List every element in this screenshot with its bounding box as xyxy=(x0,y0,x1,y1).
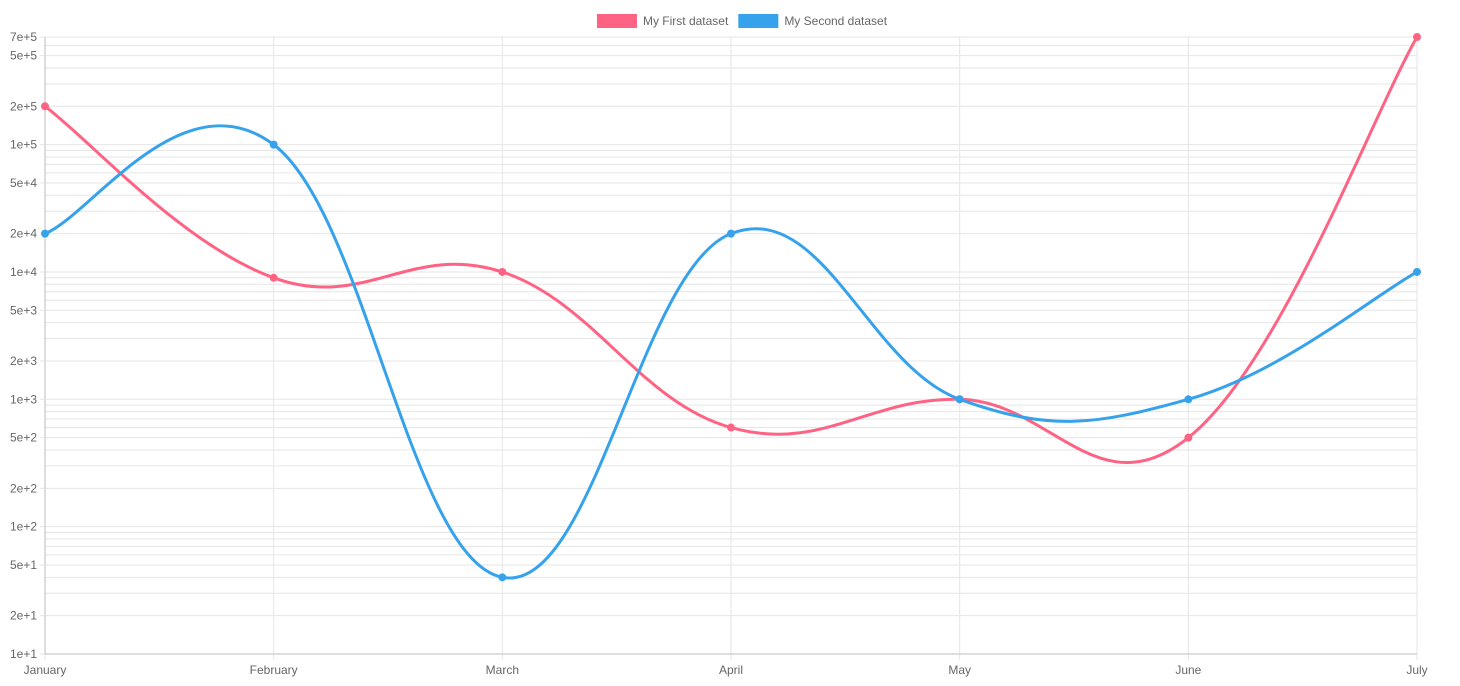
legend-item[interactable]: My First dataset xyxy=(597,14,729,28)
x-axis-ticks: January February March April May June July xyxy=(24,663,1428,677)
data-point[interactable] xyxy=(270,141,277,148)
y-tick-label: 1e+3 xyxy=(10,392,37,406)
x-tick-label: June xyxy=(1175,663,1201,677)
y-tick-label: 1e+5 xyxy=(10,138,37,152)
y-tick-label: 2e+1 xyxy=(10,609,37,623)
legend-label: My Second dataset xyxy=(784,14,887,28)
data-point[interactable] xyxy=(728,230,735,237)
y-tick-label: 2e+3 xyxy=(10,354,37,368)
legend-swatch xyxy=(597,14,637,28)
legend: My First dataset My Second dataset xyxy=(597,14,888,28)
y-tick-label: 1e+2 xyxy=(10,520,37,534)
x-tick-label: April xyxy=(719,663,743,677)
x-tick-label: March xyxy=(486,663,519,677)
data-point[interactable] xyxy=(1185,434,1192,441)
y-tick-label: 5e+1 xyxy=(10,558,37,572)
x-tick-label: May xyxy=(948,663,971,677)
y-axis-ticks: 1e+1 2e+1 5e+1 1e+2 2e+2 5e+2 1e+3 2e+3 5e+3 1e+4… xyxy=(10,30,45,661)
y-tick-label: 1e+1 xyxy=(10,647,37,661)
data-point[interactable] xyxy=(499,574,506,581)
y-tick-label: 2e+4 xyxy=(10,227,37,241)
data-point[interactable] xyxy=(1414,34,1421,41)
y-tick-label: 1e+4 xyxy=(10,265,37,279)
y-tick-label: 2e+5 xyxy=(10,99,37,113)
y-tick-label: 5e+2 xyxy=(10,431,37,445)
x-tick-label: February xyxy=(250,663,298,677)
legend-label: My First dataset xyxy=(643,14,729,28)
data-point[interactable] xyxy=(956,396,963,403)
data-point[interactable] xyxy=(1414,268,1421,275)
data-point[interactable] xyxy=(499,268,506,275)
y-tick-label: 7e+5 xyxy=(10,30,37,44)
x-tick-label: July xyxy=(1406,663,1427,677)
data-point[interactable] xyxy=(42,230,49,237)
legend-item[interactable]: My Second dataset xyxy=(738,14,887,28)
y-tick-label: 5e+5 xyxy=(10,49,37,63)
data-point[interactable] xyxy=(728,424,735,431)
y-tick-label: 5e+4 xyxy=(10,176,37,190)
data-point[interactable] xyxy=(1185,396,1192,403)
legend-swatch xyxy=(738,14,778,28)
data-point[interactable] xyxy=(42,103,49,110)
y-tick-label: 5e+3 xyxy=(10,303,37,317)
x-tick-label: January xyxy=(24,663,67,677)
y-tick-label: 2e+2 xyxy=(10,481,37,495)
data-point[interactable] xyxy=(270,274,277,281)
